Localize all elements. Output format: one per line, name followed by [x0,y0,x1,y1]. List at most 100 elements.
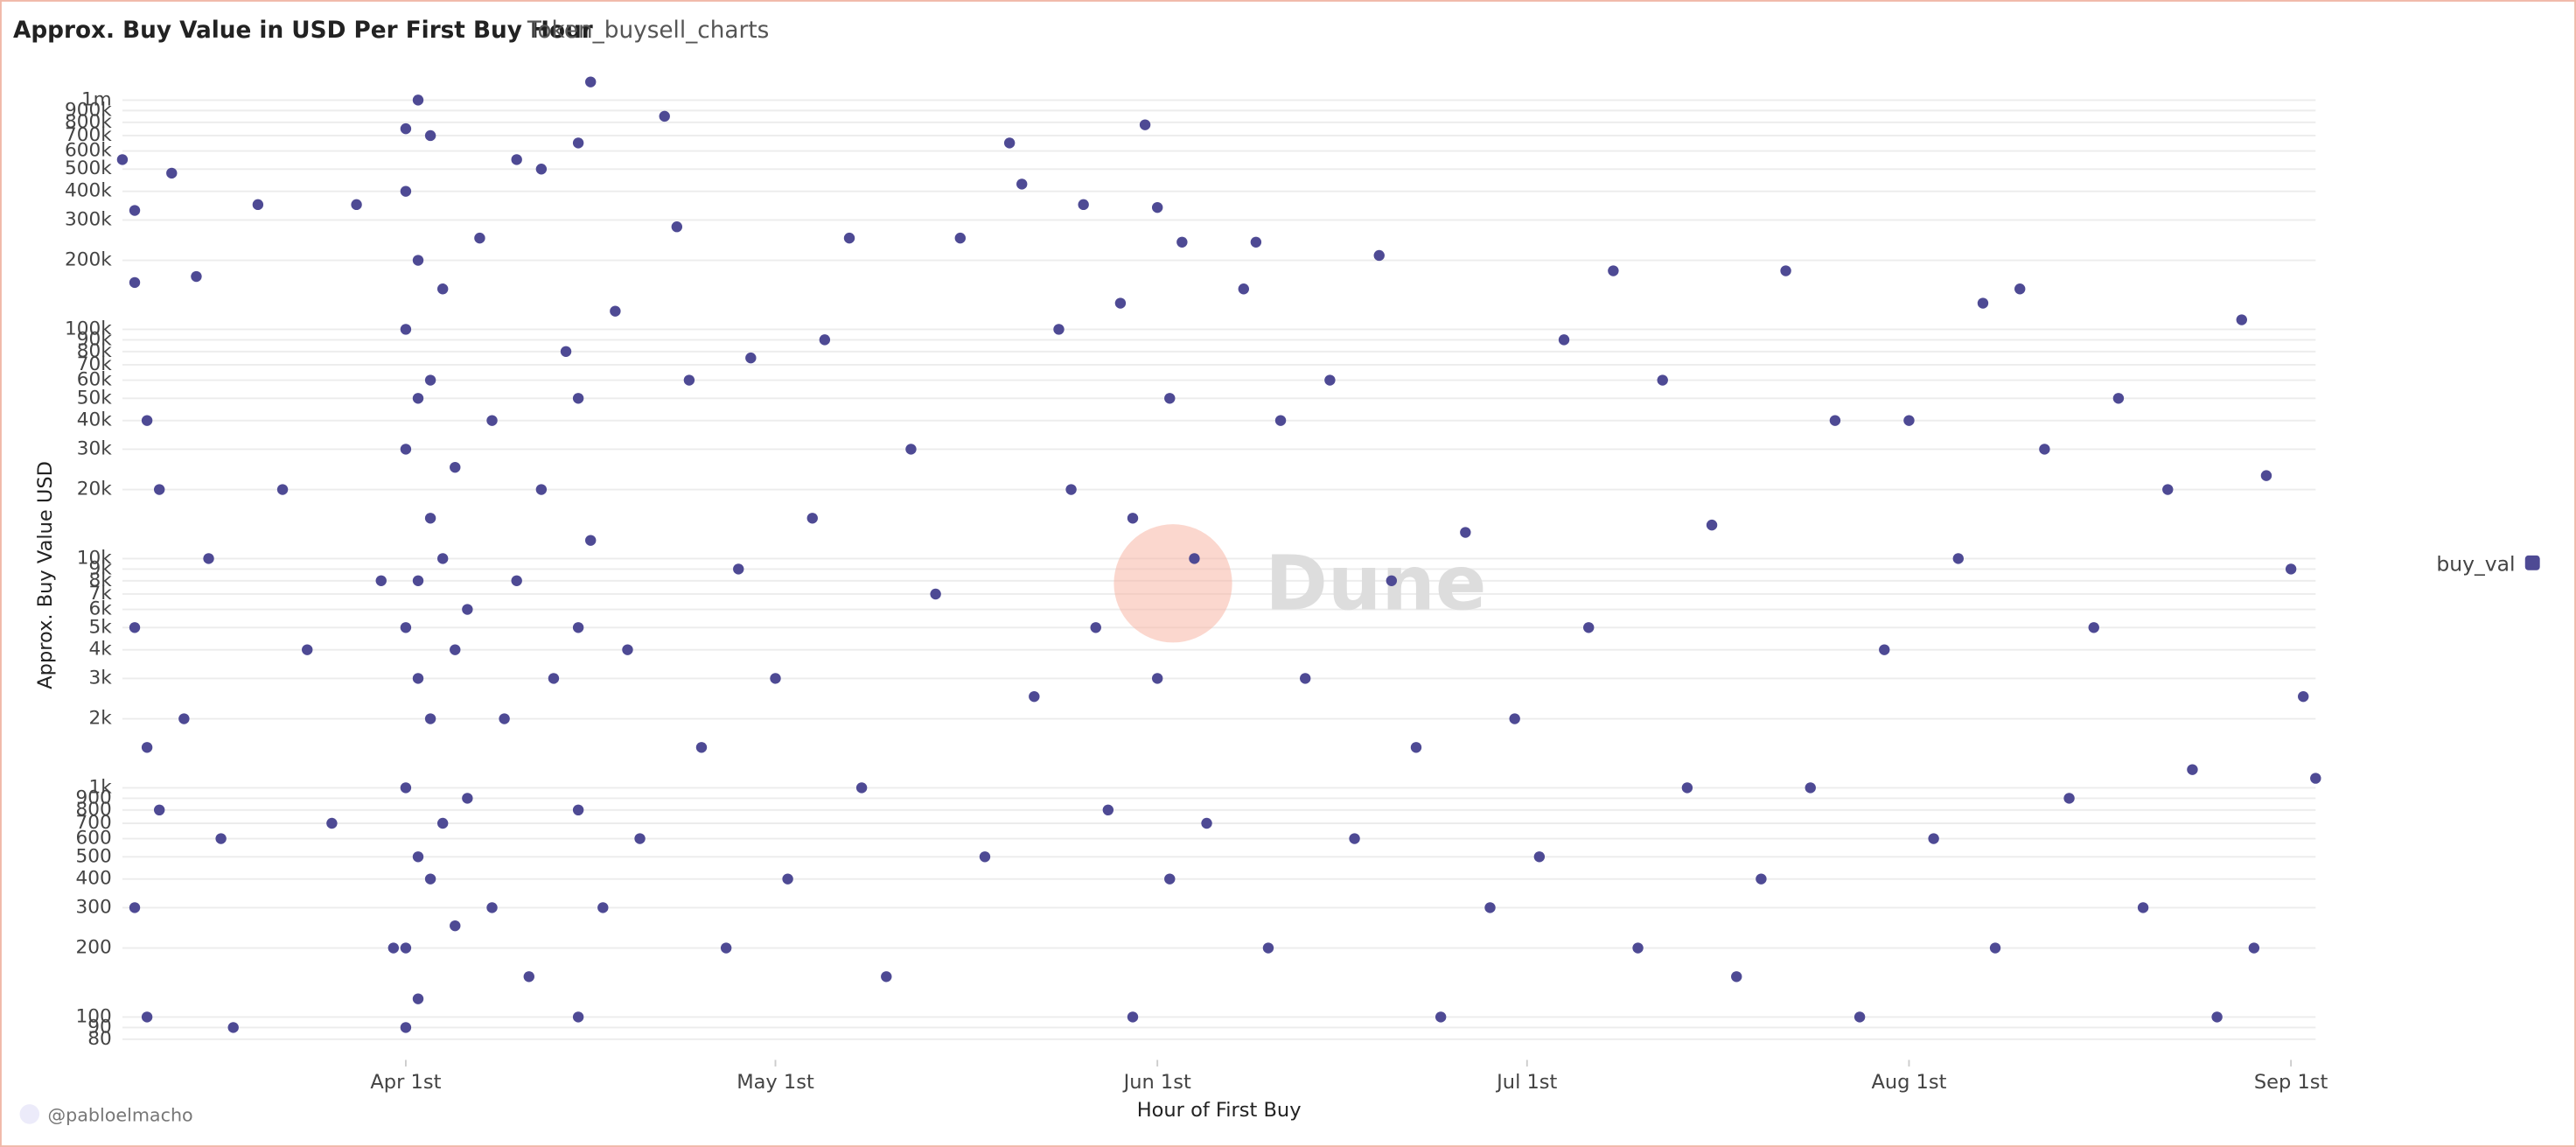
y-tick-label: 800k [65,111,112,133]
point [806,513,818,524]
point [585,76,597,87]
point [683,374,695,386]
legend: buy_val [2436,552,2540,577]
point [572,804,584,816]
point [1151,201,1163,213]
point [1533,851,1546,863]
x-tick-label: Sep 1st [2254,1071,2328,1094]
y-tick-label: 300k [65,208,112,230]
point [720,942,732,954]
point [436,283,449,295]
y-tick-label: 7k [88,583,112,605]
point [276,484,289,495]
point [1989,942,2001,954]
y-tick-label: 30k [77,437,112,459]
point [1176,236,1188,248]
point [450,644,461,655]
marks [116,76,2321,1033]
point [1164,873,1176,885]
point [1583,622,1595,633]
point [954,232,966,244]
point [1003,137,1016,149]
point [499,713,510,724]
y-tick-label: 1m [81,88,112,110]
point [610,305,621,317]
point [326,817,338,829]
point [412,851,424,863]
point [462,604,473,615]
point [1139,119,1151,130]
point [2137,902,2149,913]
point [400,782,412,794]
x-tick-label: Jul 1st [1495,1071,1557,1094]
point [400,444,412,455]
point [400,622,412,633]
point [351,199,362,211]
point [486,415,498,426]
y-tick-label: 700k [65,124,112,146]
y-tick-label: 1k [88,776,112,798]
y-tick-label: 90 [87,1016,111,1038]
point [1029,690,1040,703]
point [153,804,165,816]
y-tick-label: 9k [88,557,112,579]
point [424,713,436,724]
point [1484,902,1496,913]
point [1078,199,1089,211]
point [412,255,424,266]
point [424,513,436,524]
point [659,110,670,122]
y-tick-label: 400k [65,180,112,202]
point [1558,334,1570,346]
legend-label: buy_val [2436,552,2515,577]
point [424,873,436,885]
y-tick-label: 800 [76,799,112,821]
point [2248,942,2260,954]
point [930,588,941,600]
y-tick-label: 90k [77,328,112,350]
point [1632,942,1644,954]
point [2088,622,2099,633]
point [671,221,683,233]
point [1853,1011,1866,1023]
point [843,232,855,244]
point [1879,644,1890,655]
point [141,1011,153,1023]
point [1127,513,1139,524]
y-tick-label: 80 [87,1028,111,1050]
y-tick-label: 700 [76,812,112,834]
point [1053,324,1065,335]
chart-subtitle: Token_buysell_charts [527,17,769,44]
point [1657,374,1668,386]
watermark-logo [1113,524,1232,643]
point [535,164,548,175]
point [2039,444,2050,455]
point [400,1022,412,1033]
point [2310,773,2321,784]
y-tick-label: 100k [65,318,112,339]
point [412,94,424,106]
point [1238,283,1249,295]
point [2014,283,2026,295]
point [116,154,129,165]
point [1435,1011,1447,1023]
point [819,334,831,346]
point [2285,563,2297,575]
chart-title: Approx. Buy Value in USD Per First Buy H… [13,17,593,44]
x-tick-label: Apr 1st [370,1071,441,1094]
y-axis-label: Approx. Buy Value USD [34,461,57,689]
point [2298,690,2309,703]
y-tick-label: 70k [77,353,112,375]
footer: @pabloelmacho [47,1104,192,1125]
point [881,971,892,983]
point [523,971,534,983]
y-tick-label: 600 [76,828,112,850]
point [178,713,190,724]
point [1608,265,1619,276]
point [1681,782,1693,794]
point [585,535,597,546]
point [1065,484,1077,495]
point [622,644,633,655]
point [745,352,757,364]
